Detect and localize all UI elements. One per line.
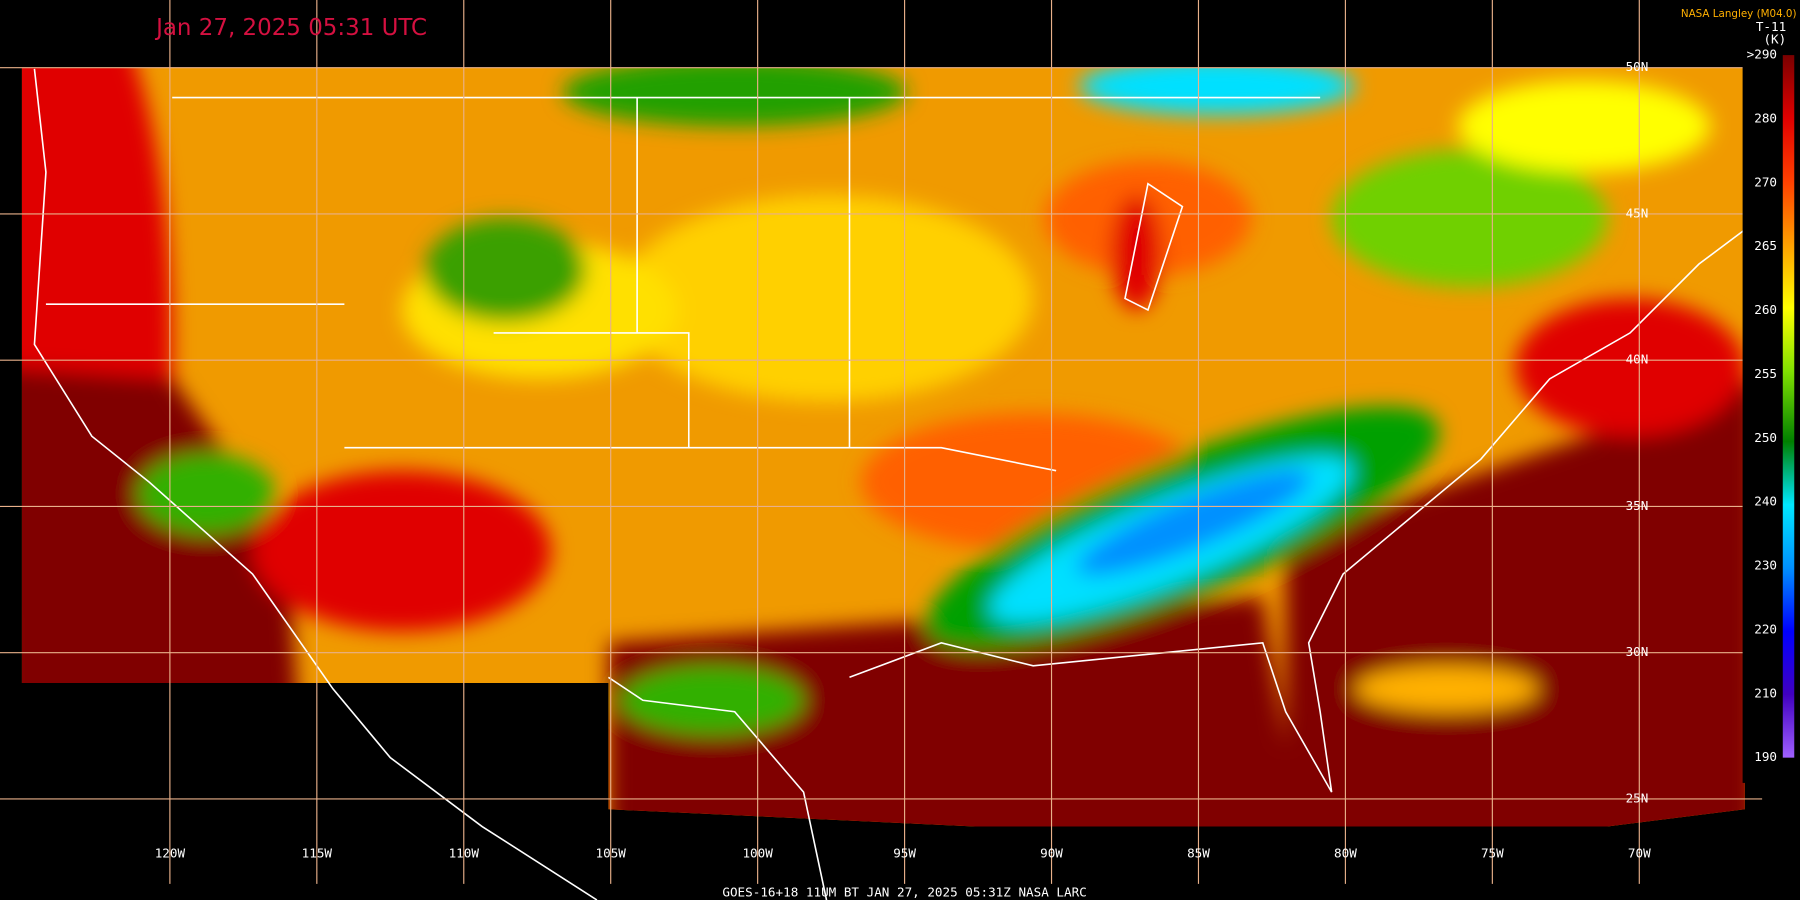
colorbar-label: >290	[1747, 47, 1777, 62]
latitude-label: 45N	[1626, 205, 1649, 220]
longitude-label: 120W	[155, 846, 186, 861]
longitude-label: 105W	[596, 846, 627, 861]
colorbar-label: 255	[1754, 366, 1777, 381]
longitude-label: 75W	[1481, 846, 1504, 861]
colorbar-label: 240	[1754, 494, 1777, 509]
latitude-label: 40N	[1626, 352, 1649, 367]
longitude-label: 70W	[1628, 846, 1651, 861]
longitude-label: 115W	[302, 846, 333, 861]
latitude-label: 50N	[1626, 59, 1649, 74]
longitude-label: 90W	[1040, 846, 1063, 861]
latitude-label: 35N	[1626, 498, 1649, 513]
graticule: 120W 115W 110W 105W 100W 95W 90W 85W 80W 75W 70W 50…	[0, 0, 1763, 884]
colorbar-label: 250	[1754, 430, 1777, 445]
colorbar-label: 260	[1754, 302, 1777, 317]
colorbar-label: 270	[1754, 174, 1777, 189]
colorbar-label: 210	[1754, 685, 1777, 700]
colorbar	[1782, 55, 1795, 758]
colorbar-variable: T-11	[1756, 19, 1786, 34]
colorbar-label: 230	[1754, 558, 1777, 573]
colorbar-label: 220	[1754, 621, 1777, 636]
longitude-label: 80W	[1334, 846, 1357, 861]
latitude-label: 25N	[1626, 790, 1649, 805]
timestamp: Jan 27, 2025 05:31 UTC	[154, 15, 427, 41]
colorbar-labels: >290 280 270 265 260 255 250 240 230 220 210 190	[1747, 47, 1777, 765]
coastline-outline	[33, 68, 1746, 900]
source-label: NASA Langley (M04.0)	[1681, 8, 1797, 20]
colorbar-label: 265	[1754, 238, 1777, 253]
footer: GOES-16+18 11UM BT JAN 27, 2025 05:31Z N…	[722, 885, 1086, 900]
longitude-label: 110W	[449, 846, 480, 861]
longitude-label: 85W	[1187, 846, 1210, 861]
latitude-label: 30N	[1626, 644, 1649, 659]
longitude-label: 95W	[893, 846, 916, 861]
colorbar-label: 190	[1754, 749, 1777, 764]
colorbar-unit: (K)	[1763, 32, 1786, 47]
longitude-label: 100W	[742, 846, 773, 861]
colorbar-label: 280	[1754, 110, 1777, 125]
